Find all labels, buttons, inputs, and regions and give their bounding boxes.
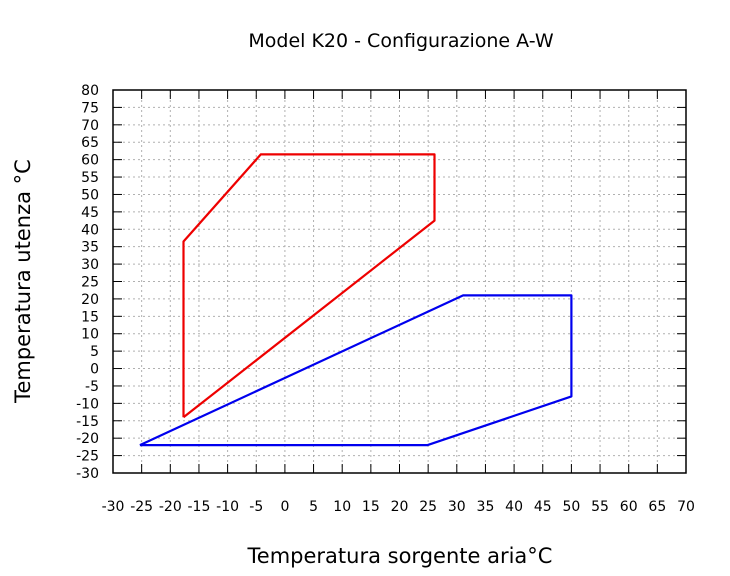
series-line-1 [182, 153, 436, 419]
y-tick-label: 50 [81, 187, 99, 203]
x-tick-label: -10 [216, 499, 239, 515]
x-tick-label: 20 [391, 499, 409, 515]
y-tick-label: 20 [81, 292, 99, 308]
tick-marks [112, 89, 687, 474]
y-tick-label: -5 [85, 379, 99, 395]
x-tick-label: -20 [159, 499, 182, 515]
x-tick-label: 15 [362, 499, 380, 515]
y-tick-label: 25 [81, 275, 99, 291]
y-tick-label: 75 [81, 100, 99, 116]
x-tick-label: -25 [130, 499, 153, 515]
x-tick-label: 40 [505, 499, 523, 515]
y-tick-label: 35 [81, 240, 99, 256]
x-tick-label: 0 [280, 499, 289, 515]
x-tick-labels: -30 -25 -20 -15 -10 -5 0 5 10 15 20 25 30 35 40 45 50 55 6… [102, 499, 695, 515]
y-tick-label: 45 [81, 205, 99, 221]
y-axis-label: Temperatura utenza °C [11, 159, 35, 404]
y-tick-label: 55 [81, 170, 99, 186]
y-tick-label: -30 [76, 466, 99, 482]
x-tick-label: 10 [333, 499, 351, 515]
y-tick-label: 65 [81, 135, 99, 151]
x-tick-label: 35 [477, 499, 495, 515]
y-tick-label: 70 [81, 118, 99, 134]
y-tick-label: -15 [76, 414, 99, 430]
x-tick-label: 60 [620, 499, 638, 515]
x-tick-label: -30 [102, 499, 125, 515]
series-line-2 [139, 294, 573, 447]
y-tick-label: 10 [81, 327, 99, 343]
x-tick-label: 30 [448, 499, 466, 515]
y-tick-label: 80 [81, 83, 99, 99]
y-tick-labels: -30-25-20-15-10-505101520253035404550556… [76, 83, 99, 482]
x-tick-label: 45 [534, 499, 552, 515]
y-tick-label: 30 [81, 257, 99, 273]
y-tick-label: 60 [81, 153, 99, 169]
x-tick-label: -5 [249, 499, 263, 515]
y-tick-label: 40 [81, 222, 99, 238]
series-group [139, 153, 573, 447]
grid-lines [113, 90, 686, 473]
y-tick-label: 5 [90, 344, 99, 360]
y-tick-label: -10 [76, 396, 99, 412]
x-tick-label: 55 [591, 499, 609, 515]
x-tick-label: 25 [419, 499, 437, 515]
y-tick-label: 15 [81, 309, 99, 325]
x-tick-label: 70 [677, 499, 695, 515]
x-tick-label: -15 [188, 499, 211, 515]
x-tick-label: 65 [648, 499, 666, 515]
x-axis-label: Temperatura sorgente aria°C [247, 544, 553, 568]
x-tick-label: 50 [562, 499, 580, 515]
x-tick-label: 5 [309, 499, 318, 515]
chart-title: Model K20 - Configurazione A-W [248, 30, 553, 52]
y-tick-label: 0 [90, 362, 99, 378]
y-tick-label: -20 [76, 431, 99, 447]
y-tick-label: -25 [76, 449, 99, 465]
